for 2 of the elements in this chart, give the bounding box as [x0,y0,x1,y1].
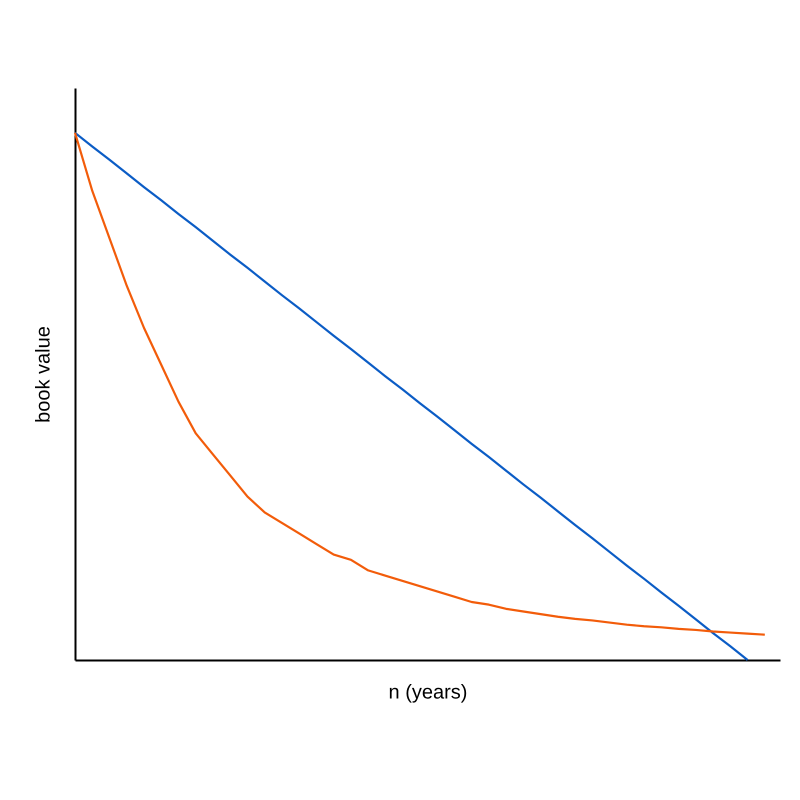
x-axis-title: n (years) [388,682,468,704]
y-axis-title: book value [32,326,54,423]
